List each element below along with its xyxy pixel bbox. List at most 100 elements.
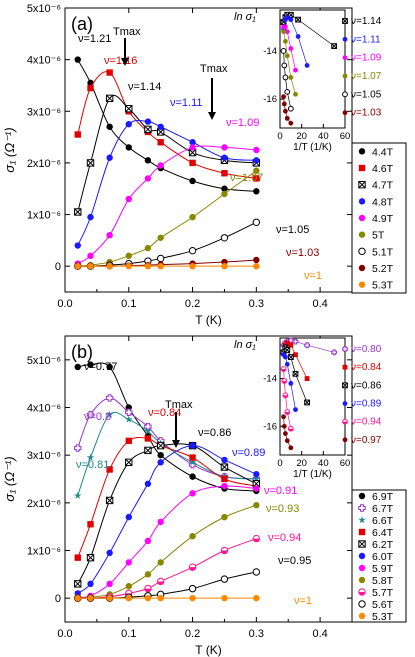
inset-y-axis-label: ln σ₁: [234, 11, 256, 23]
panel-label: (a): [71, 14, 93, 34]
inset-series-label: ν=0.94: [351, 417, 382, 428]
inset-data-point: [331, 43, 338, 50]
inset-y-tick-label: -16: [263, 421, 277, 432]
y-tick-label: 4x10⁻⁶: [27, 55, 61, 67]
data-point: [144, 584, 152, 593]
data-point: [220, 234, 229, 242]
legend-marker: [358, 198, 366, 205]
legend-label: 5T: [372, 230, 385, 242]
x-tick-label: 0.3: [249, 628, 264, 640]
legend-label: 4.6T: [372, 163, 394, 175]
legend-marker: [358, 164, 366, 172]
inset-x-tick-label: 40: [318, 458, 329, 469]
data-point: [157, 459, 164, 466]
legend-marker: [358, 588, 366, 596]
inset-x-axis-label: 1/T (1/K): [293, 469, 332, 480]
inset-data-point: [284, 88, 291, 95]
data-point: [253, 256, 260, 264]
data-point: [189, 454, 196, 461]
y-tick-label: 5x10⁻⁶: [27, 355, 61, 367]
y-tick-label: 4x10⁻⁶: [27, 403, 61, 415]
inset-x-tick-label: 60: [340, 131, 351, 142]
data-point: [125, 144, 132, 151]
data-point: [189, 177, 196, 185]
inset-series-label: ν=1.05: [351, 89, 382, 100]
legend-marker: [358, 612, 366, 620]
data-point: [106, 466, 113, 473]
panel-b: 0.0 0.1 0.2 0.3 0.4 0 1x10⁻⁶ 2x10⁻⁶ 3x10⁻⁶ 4x10⁻⁶…: [2, 335, 407, 657]
data-point: [73, 491, 82, 499]
nu-label: ν=1.14: [128, 81, 161, 93]
data-point: [253, 188, 260, 195]
data-point: [253, 167, 260, 174]
x-tick-label: 0.0: [57, 298, 72, 310]
x-tick-label: 0.2: [185, 628, 200, 640]
data-point: [253, 471, 260, 478]
inset-data-point: [304, 342, 310, 349]
data-point: [87, 213, 94, 221]
inset-data-point: [284, 53, 290, 59]
data-point: [144, 262, 152, 270]
data-point: [144, 427, 152, 435]
series-curve: [77, 504, 257, 599]
y-axis-label: σ₁ (Ω⁻¹): [2, 127, 17, 172]
data-point: [106, 69, 113, 76]
inset-series-label: ν=0.84: [351, 362, 382, 373]
data-point: [189, 442, 196, 449]
data-point: [86, 453, 95, 461]
inset-data-point: [287, 105, 294, 112]
data-point: [87, 252, 94, 260]
inset-label-marker: [342, 55, 348, 61]
x-tick-label: 0.0: [57, 628, 72, 640]
inset-x-tick-label: 40: [318, 131, 329, 142]
data-point: [125, 195, 132, 203]
data-point: [157, 518, 164, 526]
inset-data-point: [283, 431, 288, 436]
inset-label-marker: [342, 18, 348, 24]
data-point: [188, 458, 197, 466]
inset-data-point: [287, 354, 294, 361]
data-point: [87, 262, 94, 270]
legend-label: 5.2T: [372, 263, 394, 275]
data-point: [105, 496, 114, 505]
nu-label: ν=0.81: [76, 459, 109, 471]
data-point: [105, 94, 114, 103]
inset-data-point: [293, 407, 298, 413]
data-point: [221, 456, 228, 464]
x-tick-label: 0.3: [249, 298, 264, 310]
inset-label-marker: [342, 418, 348, 425]
y-tick-label: 3x10⁻⁶: [27, 106, 61, 118]
nu-label: ν=0.8: [84, 411, 111, 423]
data-point: [105, 394, 114, 402]
data-point: [157, 123, 164, 130]
inset-series-label: ν=1.07: [351, 71, 382, 82]
nu-label: ν=1.09: [226, 117, 259, 129]
legend-marker: [358, 247, 366, 256]
inset-data-point: [304, 399, 310, 406]
inset-data-point: [284, 14, 290, 20]
data-point: [253, 262, 260, 270]
data-point: [189, 144, 196, 151]
legend-label: 6.4T: [372, 527, 394, 539]
inset-y-tick-label: -14: [263, 374, 277, 385]
data-point: [189, 139, 196, 146]
inset-data-point: [293, 67, 298, 73]
data-point: [189, 533, 196, 540]
inset-label-marker: [342, 36, 348, 42]
inset-data-point: [295, 16, 301, 23]
data-point: [144, 125, 152, 134]
data-point: [74, 242, 81, 249]
inset-series-label: ν=0.86: [351, 380, 382, 391]
legend-marker: [358, 528, 366, 536]
nu-label: ν=1.21: [78, 33, 111, 45]
series-curve: [77, 571, 257, 599]
y-tick-label: 1x10⁻⁶: [27, 546, 61, 558]
data-point: [144, 118, 152, 125]
inset-data-point: [280, 48, 287, 54]
legend-label: 5.1T: [372, 246, 394, 258]
x-tick-label: 0.2: [185, 298, 200, 310]
tmax-label: Tmax: [200, 63, 228, 75]
data-point: [157, 262, 164, 270]
inset-label-marker: [342, 382, 348, 389]
data-point: [156, 254, 165, 263]
